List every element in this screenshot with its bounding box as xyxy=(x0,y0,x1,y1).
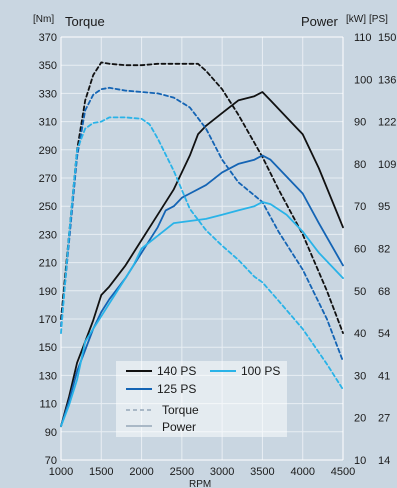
power-ps-tick-label: 109 xyxy=(378,159,396,171)
legend-label-100ps: 100 PS xyxy=(241,364,280,378)
series-layer xyxy=(60,61,344,428)
x-tick-label: 1000 xyxy=(49,466,73,478)
torque-tick-label: 90 xyxy=(45,427,57,439)
torque-tick-label: 130 xyxy=(39,370,57,382)
power-kw-tick-label: 20 xyxy=(354,413,366,425)
x-tick-label: 2500 xyxy=(170,466,194,478)
right-axis-title: Power xyxy=(301,14,339,29)
right-axis-unit-kw: [kW] xyxy=(346,14,366,25)
series-line-140ps-torque xyxy=(60,61,344,335)
torque-tick-label: 330 xyxy=(39,88,57,100)
torque-tick-label: 170 xyxy=(39,314,57,326)
right-axis-unit-ps: [PS] xyxy=(369,14,388,25)
x-tick-label: 4500 xyxy=(331,466,355,478)
torque-tick-label: 250 xyxy=(39,201,57,213)
power-kw-tick-label: 70 xyxy=(354,201,366,213)
torque-tick-label: 350 xyxy=(39,60,57,72)
legend-label-140ps: 140 PS xyxy=(157,364,196,378)
x-tick-label: 3500 xyxy=(250,466,274,478)
legend-box xyxy=(116,361,287,437)
series-line-100ps-power xyxy=(60,201,344,428)
power-kw-tick-label: 30 xyxy=(354,370,366,382)
x-tick-label: 1500 xyxy=(89,466,113,478)
power-kw-tick-label: 50 xyxy=(354,286,366,298)
power-ps-tick-label: 136 xyxy=(378,74,396,86)
torque-tick-label: 210 xyxy=(39,258,57,270)
x-tick-label: 3000 xyxy=(210,466,234,478)
power-kw-tick-label: 80 xyxy=(354,159,366,171)
torque-tick-label: 110 xyxy=(39,399,57,411)
torque-tick-label: 230 xyxy=(39,229,57,241)
torque-tick-label: 270 xyxy=(39,173,57,185)
series-line-140ps-power xyxy=(60,91,344,428)
power-ps-tick-label: 122 xyxy=(378,117,396,129)
power-kw-tick-label: 90 xyxy=(354,117,366,129)
tick-labels: 1000 1500 2000 2500 3000 3500 4000 4500 70 90 110 1… xyxy=(39,32,397,478)
power-ps-tick-label: 41 xyxy=(378,370,390,382)
legend: 140 PS 100 PS 125 PS Torque Power xyxy=(116,361,287,437)
power-ps-tick-label: 82 xyxy=(378,244,390,256)
torque-tick-label: 150 xyxy=(39,342,57,354)
power-ps-tick-label: 14 xyxy=(378,455,390,467)
power-kw-tick-label: 110 xyxy=(354,32,372,44)
power-kw-tick-label: 60 xyxy=(354,244,366,256)
torque-tick-label: 310 xyxy=(39,117,57,129)
left-axis-title: Torque xyxy=(65,14,105,29)
legend-label-125ps: 125 PS xyxy=(157,382,196,396)
torque-tick-label: 290 xyxy=(39,145,57,157)
x-axis-title: RPM xyxy=(189,479,211,488)
legend-label-power: Power xyxy=(162,420,196,434)
power-ps-tick-label: 27 xyxy=(378,413,390,425)
power-ps-tick-label: 68 xyxy=(378,286,390,298)
torque-tick-label: 370 xyxy=(39,32,57,44)
axes xyxy=(60,36,344,461)
power-kw-tick-label: 10 xyxy=(354,455,366,467)
power-ps-tick-label: 150 xyxy=(378,32,396,44)
power-kw-tick-label: 100 xyxy=(354,74,372,86)
power-ps-tick-label: 95 xyxy=(378,201,390,213)
legend-label-torque: Torque xyxy=(162,403,199,417)
power-kw-tick-label: 40 xyxy=(354,328,366,340)
x-tick-label: 2000 xyxy=(129,466,153,478)
series-line-125ps-torque xyxy=(60,86,344,363)
series-line-100ps-torque xyxy=(60,116,344,391)
power-ps-tick-label: 54 xyxy=(378,328,390,340)
x-tick-label: 4000 xyxy=(290,466,314,478)
grid xyxy=(61,37,343,460)
torque-tick-label: 70 xyxy=(45,455,57,467)
torque-tick-label: 190 xyxy=(39,286,57,298)
left-axis-unit: [Nm] xyxy=(33,14,54,25)
